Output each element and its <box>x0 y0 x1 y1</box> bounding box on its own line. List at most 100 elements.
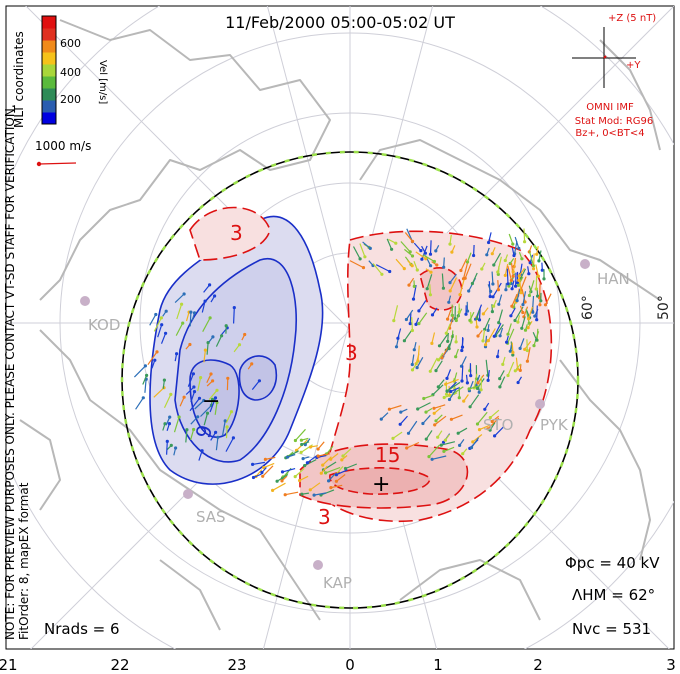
velocity-vector <box>185 429 188 443</box>
vector-origin <box>479 388 483 392</box>
velocity-vector <box>494 426 505 437</box>
velocity-vector <box>336 474 346 482</box>
vector-origin <box>457 396 461 400</box>
velocity-vector <box>317 453 331 457</box>
lat-label-60: 60° <box>580 295 596 320</box>
vector-origin <box>476 334 480 338</box>
vector-origin <box>167 422 171 426</box>
vector-origin <box>475 316 479 321</box>
vector-origin <box>189 310 193 314</box>
velocity-vector <box>441 441 456 446</box>
colorbar-segment <box>42 100 56 113</box>
velocity-vector <box>372 263 383 275</box>
velocity-vector <box>389 404 402 410</box>
velocity-vector <box>520 276 527 291</box>
vector-origin <box>487 240 491 245</box>
vector-origin <box>430 341 434 345</box>
vector-origin <box>341 454 345 458</box>
colorbar-label: Vel [m/s] <box>97 60 108 104</box>
velocity-vector <box>282 468 296 473</box>
velocity-vector <box>446 369 452 379</box>
station-kod: KOD <box>80 296 120 334</box>
vector-origin <box>535 318 539 322</box>
velocity-vector <box>203 413 209 426</box>
velocity-vector <box>395 258 405 269</box>
radar-count: Nrads = 6 <box>44 620 120 638</box>
vector-origin <box>308 445 313 449</box>
vector-origin <box>192 385 196 389</box>
velocity-vector <box>144 379 147 393</box>
contour-label: 3 <box>318 505 331 529</box>
vector-origin <box>436 385 440 389</box>
velocity-vector <box>539 283 541 298</box>
velocity-vector <box>285 491 299 496</box>
vector-origin <box>458 443 462 447</box>
vector-origin <box>202 398 206 403</box>
vector-origin <box>308 488 312 492</box>
vector-origin <box>488 428 492 432</box>
vector-origin <box>493 434 497 438</box>
velocity-vector <box>197 377 202 392</box>
vector-origin <box>441 286 445 290</box>
velocity-vector <box>409 313 412 324</box>
velocity-vector <box>153 317 162 332</box>
vector-origin <box>177 415 181 419</box>
velocity-vector <box>447 309 452 320</box>
velocity-vector <box>457 427 468 434</box>
vector-origin <box>526 326 530 330</box>
velocity-vector <box>526 347 531 362</box>
vector-origin <box>410 328 414 333</box>
velocity-vector <box>200 404 212 417</box>
velocity-vector <box>411 354 415 365</box>
svg-text:1000 m/s: 1000 m/s <box>35 139 91 153</box>
velocity-vector <box>435 360 443 371</box>
velocity-vector <box>415 353 420 364</box>
vector-origin <box>477 318 482 322</box>
velocity-vector <box>460 258 468 271</box>
velocity-vector <box>404 232 413 242</box>
velocity-vector <box>411 317 413 331</box>
velocity-vector <box>215 437 219 451</box>
vector-origin <box>443 438 447 442</box>
vector-origin <box>490 252 494 256</box>
velocity-vector <box>443 392 458 399</box>
velocity-vector <box>441 347 449 359</box>
colorbar-tick-400: 400 <box>60 66 81 79</box>
colorbar-tick-200: 200 <box>60 93 81 106</box>
vector-origin <box>424 257 428 261</box>
velocity-vector <box>325 466 341 474</box>
vector-origin <box>182 292 186 296</box>
vector-origin <box>434 419 438 423</box>
vector-origin <box>504 288 508 292</box>
vector-origin <box>496 288 500 292</box>
velocity-vector <box>491 271 494 285</box>
velocity-vector <box>403 329 413 342</box>
vector-origin <box>475 386 479 390</box>
velocity-vector <box>443 257 445 268</box>
vector-origin <box>440 356 444 360</box>
vector-origin <box>421 421 425 426</box>
vector-origin <box>450 250 454 254</box>
velocity-vector <box>453 386 464 394</box>
velocity-vector <box>133 365 146 378</box>
vector-origin <box>450 313 454 317</box>
vector-origin <box>454 340 458 344</box>
contour-label: 9 <box>191 422 217 441</box>
vector-origin <box>457 310 461 314</box>
velocity-vector <box>176 304 183 320</box>
velocity-vector <box>135 397 144 410</box>
vector-origin <box>424 437 428 441</box>
velocity-vector <box>415 251 427 260</box>
vector-origin <box>298 478 302 483</box>
vector-origin <box>523 300 527 304</box>
vector-origin <box>280 479 284 483</box>
vector-origin <box>410 239 415 243</box>
vector-origin <box>459 268 463 273</box>
vector-origin <box>535 338 539 342</box>
vector-origin <box>468 405 472 409</box>
vector-origin <box>392 319 396 323</box>
mlt-tick: 1 <box>433 656 443 674</box>
vector-origin <box>503 258 507 263</box>
velocity-vector <box>433 404 446 409</box>
